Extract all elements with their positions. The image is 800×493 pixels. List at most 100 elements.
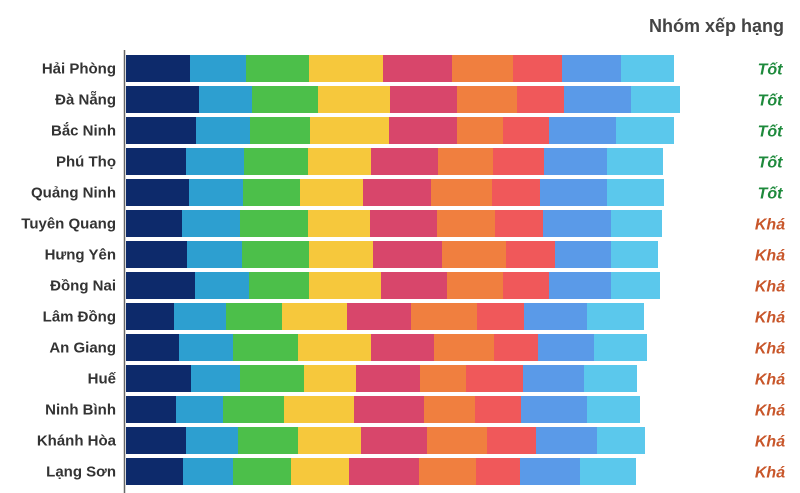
bar-segment (611, 272, 660, 299)
bar-segment (457, 86, 517, 113)
bar-segment (126, 55, 190, 82)
bar-segment (513, 55, 562, 82)
bar-segment (246, 55, 309, 82)
bar-segment (616, 117, 674, 144)
bar-segment (370, 210, 437, 237)
bar-segment (494, 334, 538, 361)
bar-segment (176, 396, 223, 423)
bar-segment (298, 334, 371, 361)
rank-label: Khá (755, 372, 785, 389)
bar-segment (349, 458, 419, 485)
bar-segment (390, 86, 457, 113)
bar-segment (126, 303, 174, 330)
bar-segment (187, 241, 242, 268)
bar-segment (493, 148, 544, 175)
bar-segment (475, 396, 521, 423)
bar-segment (309, 272, 381, 299)
rank-group-header: Nhóm xếp hạng (649, 16, 784, 36)
bar-segment (587, 303, 644, 330)
bar-segment (549, 272, 611, 299)
chart-rows: Hải Phòng Tốt Đà Nẵng Tốt Bắc Ninh Tốt Phú Thọ… (21, 55, 785, 485)
bar-segment (190, 55, 246, 82)
row-label: Phú Thọ (56, 154, 116, 171)
bar-segment (223, 396, 284, 423)
row-label: An Giang (49, 340, 116, 357)
bar-segment (607, 179, 664, 206)
rank-label: Tốt (758, 155, 784, 172)
bar-segment (308, 210, 370, 237)
bar-segment (282, 303, 347, 330)
bar-segment (503, 117, 549, 144)
bar-segment (126, 179, 189, 206)
bar-segment (310, 117, 389, 144)
bar-segment (607, 148, 663, 175)
bar-segment (174, 303, 226, 330)
bar-segment (126, 458, 183, 485)
bar-segment (562, 55, 621, 82)
bar-segment (250, 117, 310, 144)
bar-segment (536, 427, 597, 454)
bar-segment (492, 179, 540, 206)
rank-label: Khá (755, 217, 785, 234)
bar-segment (584, 365, 637, 392)
bar-segment (447, 272, 503, 299)
bar-segment (243, 179, 300, 206)
bar-segment (487, 427, 536, 454)
rank-label: Tốt (758, 62, 784, 79)
bar-segment (419, 458, 476, 485)
bar-segment (420, 365, 466, 392)
bar-segment (356, 365, 420, 392)
bar-segment (495, 210, 543, 237)
bar-segment (238, 427, 298, 454)
rank-label: Tốt (758, 124, 784, 141)
bar-segment (354, 396, 424, 423)
rank-label: Khá (755, 248, 785, 265)
bar-segment (520, 458, 580, 485)
bar-segment (363, 179, 431, 206)
bar-segment (182, 210, 240, 237)
bar-segment (466, 365, 523, 392)
bar-segment (594, 334, 647, 361)
bar-segment (186, 148, 244, 175)
bar-segment (199, 86, 252, 113)
bar-segment (242, 241, 309, 268)
bar-segment (523, 365, 584, 392)
rank-label: Khá (755, 403, 785, 420)
row-label: Ninh Bình (45, 402, 116, 419)
bar-segment (347, 303, 411, 330)
bar-segment (309, 241, 373, 268)
row-label: Lâm Đồng (43, 309, 116, 326)
bar-segment (126, 117, 196, 144)
bar-segment (437, 210, 495, 237)
bar-segment (318, 86, 390, 113)
bar-segment (544, 148, 607, 175)
bar-segment (611, 210, 662, 237)
bar-segment (587, 396, 640, 423)
bar-segment (126, 427, 186, 454)
rank-label: Khá (755, 341, 785, 358)
bar-segment (524, 303, 587, 330)
bar-segment (233, 458, 291, 485)
row-label: Huế (88, 371, 117, 388)
bar-segment (284, 396, 354, 423)
rank-label: Khá (755, 465, 785, 482)
bar-segment (186, 427, 238, 454)
bar-segment (540, 179, 607, 206)
bar-segment (517, 86, 564, 113)
bar-segment (431, 179, 492, 206)
bar-segment (126, 241, 187, 268)
bar-segment (309, 55, 383, 82)
bar-segment (233, 334, 298, 361)
bar-segment (389, 117, 457, 144)
bar-segment (244, 148, 308, 175)
bar-segment (126, 396, 176, 423)
bar-segment (621, 55, 674, 82)
bar-segment (126, 148, 186, 175)
bar-segment (564, 86, 631, 113)
rank-label: Khá (755, 434, 785, 451)
bar-segment (126, 272, 195, 299)
bar-segment (240, 365, 304, 392)
bar-segment (196, 117, 250, 144)
bar-segment (549, 117, 616, 144)
